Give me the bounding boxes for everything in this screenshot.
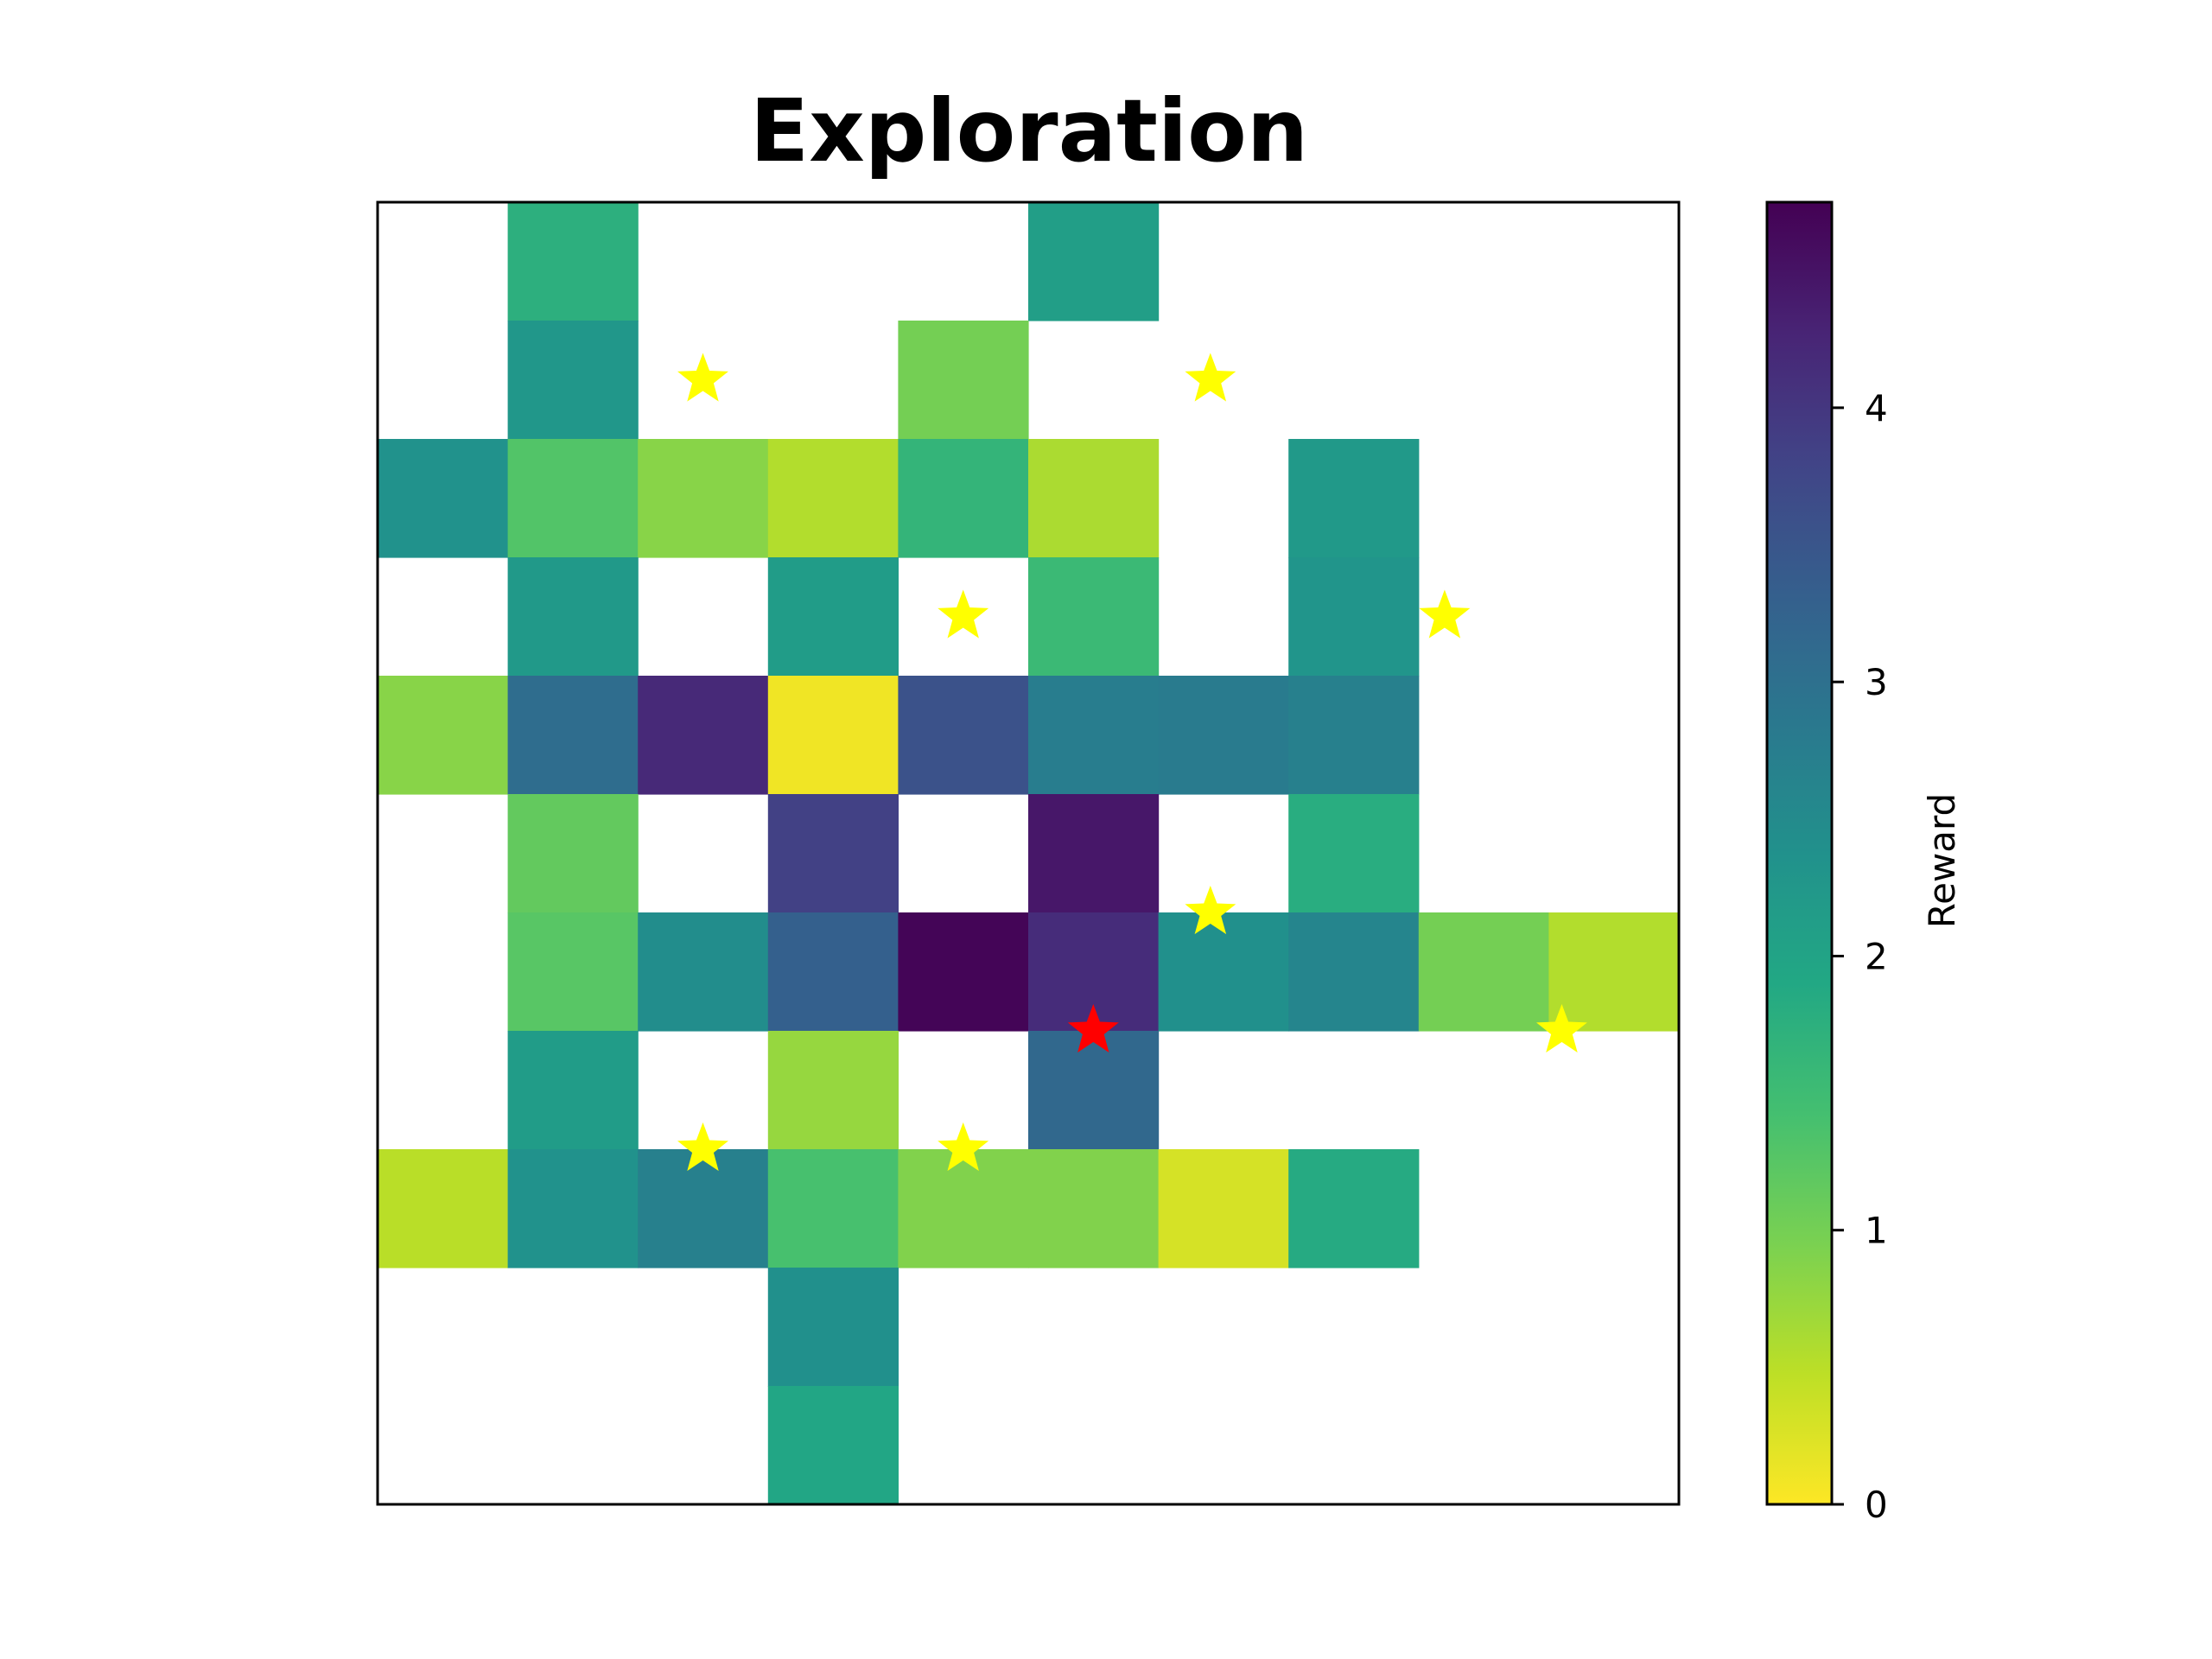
colorbar-tick-label: 4 xyxy=(1865,387,1888,429)
heatmap-cell xyxy=(767,1386,899,1505)
goal-star-marker xyxy=(677,353,728,402)
goal-star-marker xyxy=(938,589,989,639)
heatmap-cell xyxy=(898,912,1029,1032)
goal-star-marker xyxy=(1185,886,1236,935)
goal-star-marker xyxy=(1185,353,1236,402)
heatmap-cell xyxy=(507,794,639,913)
heatmap-cell xyxy=(378,1149,509,1268)
heatmap-cell xyxy=(507,321,639,440)
heatmap-cell xyxy=(898,1149,1029,1268)
heatmap-cell xyxy=(1028,676,1160,795)
heatmap-cell xyxy=(767,557,899,677)
heatmap-cell xyxy=(507,676,639,795)
heatmap-cell xyxy=(1288,439,1420,558)
heatmap-cell xyxy=(1028,1149,1160,1268)
heatmap-cell xyxy=(507,912,639,1032)
colorbar-tick-label: 0 xyxy=(1865,1484,1888,1526)
goal-star-marker xyxy=(1536,1004,1587,1053)
heatmap-cell xyxy=(1158,1149,1289,1268)
heatmap-cell xyxy=(507,1149,639,1268)
heatmap-cell xyxy=(898,321,1029,440)
chart-title: Exploration xyxy=(750,80,1308,181)
heatmap-cell xyxy=(767,1268,899,1387)
heatmap-cell xyxy=(638,912,769,1032)
heatmap-cell xyxy=(767,794,899,913)
heatmap-cell xyxy=(1028,557,1160,677)
heatmap-cell xyxy=(1288,557,1420,677)
heatmap-cell xyxy=(1548,912,1680,1032)
colorbar-tick-label: 2 xyxy=(1865,936,1888,978)
heatmap-cell xyxy=(638,439,769,558)
heatmap-cell xyxy=(767,1031,899,1150)
heatmap-cell xyxy=(638,676,769,795)
heatmap-cell xyxy=(1418,912,1549,1032)
colorbar-tick-label: 3 xyxy=(1865,661,1888,703)
heatmap-cell xyxy=(1028,1031,1160,1150)
heatmap-cell xyxy=(507,1031,639,1150)
plot-frame xyxy=(376,200,1681,1506)
marker-layer xyxy=(677,353,1587,1172)
colorbar-ticks: 0 1 2 3 4 xyxy=(1832,387,1888,1526)
heatmap-cell xyxy=(507,202,639,321)
heatmap-cell xyxy=(898,439,1029,558)
heatmap-cell xyxy=(638,1149,769,1268)
heatmap-cell xyxy=(1288,794,1420,913)
colorbar-tick-label: 1 xyxy=(1865,1210,1888,1252)
colorbar-label: Reward xyxy=(1921,793,1963,928)
agent-star-marker xyxy=(1067,1004,1119,1053)
heatmap-cell xyxy=(767,912,899,1032)
heatmap-cell xyxy=(378,676,509,795)
colorbar-gradient xyxy=(1767,202,1832,1504)
heatmap-cell xyxy=(507,557,639,677)
heatmap-cell xyxy=(767,439,899,558)
goal-star-marker xyxy=(677,1122,728,1172)
colorbar-frame xyxy=(1765,200,1834,1506)
heatmap-cell xyxy=(767,676,899,795)
heatmap-cell xyxy=(1028,202,1160,321)
heatmap-cell xyxy=(1288,1149,1420,1268)
heatmap-cell xyxy=(1028,794,1160,913)
heatmap-cell xyxy=(1028,439,1160,558)
goal-star-marker xyxy=(1419,589,1471,639)
heatmap-cell xyxy=(378,439,509,558)
heatmap-cells xyxy=(378,202,1680,1505)
colorbar: 0 1 2 3 4 Reward xyxy=(1765,200,1963,1526)
heatmap-cell xyxy=(1158,676,1289,795)
heatmap-cell xyxy=(1288,676,1420,795)
heatmap-cell xyxy=(898,676,1029,795)
goal-star-marker xyxy=(938,1122,989,1172)
heatmap-cell xyxy=(767,1149,899,1268)
heatmap-cell xyxy=(507,439,639,558)
heatmap-cell xyxy=(1288,912,1420,1032)
